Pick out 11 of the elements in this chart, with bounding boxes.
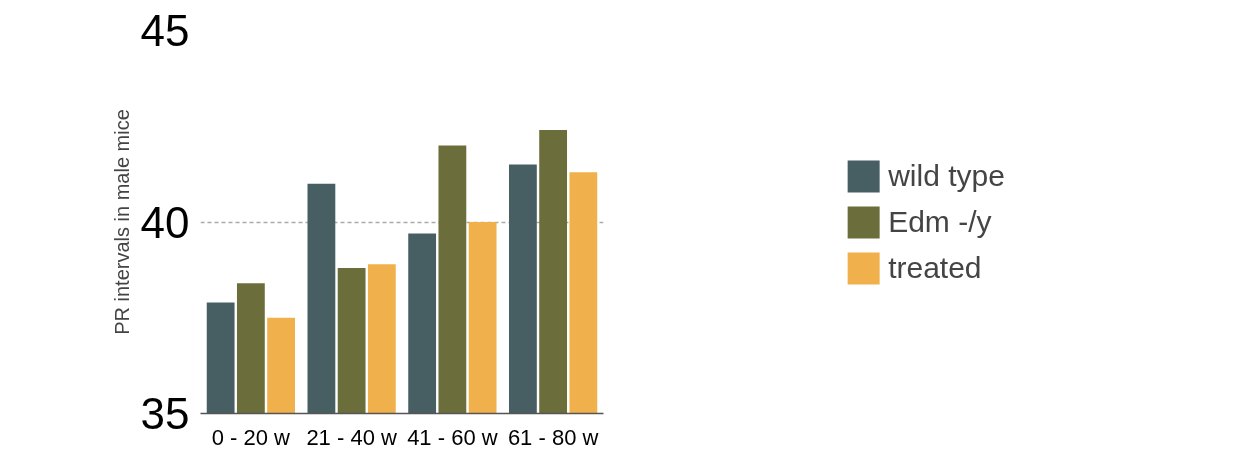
y-tick-label: 45 — [140, 6, 190, 55]
y-tick-label: 35 — [140, 389, 190, 438]
x-tick-label: 61 - 80 w — [507, 424, 599, 450]
x-tick-label: 0 - 20 w — [211, 424, 291, 450]
x-tick-label: 41 - 60 w — [407, 424, 498, 450]
y-axis-title: PR intervals in male mice — [110, 109, 133, 335]
legend-label: wild type — [888, 157, 1005, 194]
legend-label: Edm -/y — [888, 203, 992, 240]
y-tick-label: 40 — [140, 197, 190, 247]
x-tick-label: 21 - 40 w — [306, 424, 397, 450]
legend-label: treated — [888, 249, 982, 286]
